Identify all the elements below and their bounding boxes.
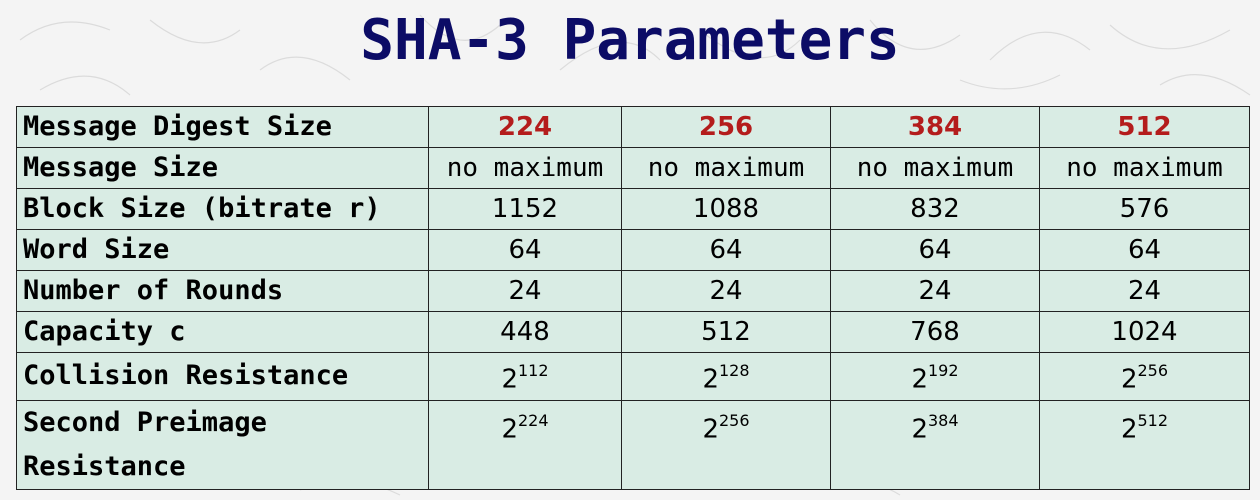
power-exponent: 256 [1137,361,1169,380]
row-label-message-digest-size: Message Digest Size [16,106,429,148]
power-exponent: 128 [719,361,750,380]
table-cell: 64 [621,229,831,271]
column-header-224: 224 [428,106,622,148]
table-row: Collision Resistance 2112 2128 2192 2256 [16,352,1250,401]
power-base: 2 [501,364,518,395]
power-base: 2 [702,414,719,445]
table-cell: 1024 [1039,311,1250,353]
table-cell: 2384 [830,399,1040,490]
power-base: 2 [702,364,719,395]
table-row: Second Preimage Resistance 2224 2256 238… [16,399,1250,490]
table-cell: no maximum [830,147,1040,189]
row-label-collision-resistance: Collision Resistance [16,352,429,401]
table-cell: 24 [830,270,1040,312]
power-exponent: 224 [518,410,549,430]
table-cell: no maximum [428,147,622,189]
table-row: Message Digest Size 224 256 384 512 [16,106,1250,148]
table-cell: no maximum [1039,147,1250,189]
power-base: 2 [911,414,928,445]
row-label-block-size: Block Size (bitrate r) [16,188,429,230]
table-cell: 2192 [830,352,1040,401]
column-header-256: 256 [621,106,831,148]
row-label-message-size: Message Size [16,147,429,189]
row-label-number-of-rounds: Number of Rounds [16,270,429,312]
table-cell: 24 [621,270,831,312]
power-exponent: 384 [928,410,959,430]
row-label-capacity: Capacity c [16,311,429,353]
table-cell: 832 [830,188,1040,230]
table-cell: 2256 [621,399,831,490]
table-row: Number of Rounds 24 24 24 24 [16,270,1250,312]
table-row: Capacity c 448 512 768 1024 [16,311,1250,353]
sha3-parameters-table: Message Digest Size 224 256 384 512 Mess… [16,106,1250,490]
row-label-second-preimage-resistance: Second Preimage Resistance [16,399,429,490]
column-header-512: 512 [1039,106,1250,148]
table-cell: 1088 [621,188,831,230]
table-row: Word Size 64 64 64 64 [16,229,1250,271]
table-cell: 2128 [621,352,831,401]
table-row: Block Size (bitrate r) 1152 1088 832 576 [16,188,1250,230]
table-cell: 64 [830,229,1040,271]
table-cell: 2224 [428,399,622,490]
power-base: 2 [1120,414,1138,445]
table-cell: 24 [428,270,622,312]
table-cell: 2256 [1039,352,1250,401]
table-cell: 64 [428,229,622,271]
power-exponent: 192 [928,361,959,380]
power-exponent: 112 [518,361,549,380]
page-title: SHA-3 Parameters [360,8,900,73]
table-row: Message Size no maximum no maximum no ma… [16,147,1250,189]
table-cell: 576 [1039,188,1250,230]
row-label-word-size: Word Size [16,229,429,271]
table-cell: 2512 [1039,399,1250,490]
column-header-384: 384 [830,106,1040,148]
power-exponent: 256 [719,410,750,430]
table-cell: 64 [1039,229,1250,271]
table-cell: 512 [621,311,831,353]
power-base: 2 [1120,364,1138,395]
table-cell: 448 [428,311,622,353]
power-exponent: 512 [1137,410,1169,430]
table-cell: no maximum [621,147,831,189]
table-cell: 2112 [428,352,622,401]
table-cell: 768 [830,311,1040,353]
power-base: 2 [501,414,518,445]
power-base: 2 [911,364,928,395]
table-cell: 1152 [428,188,622,230]
table-cell: 24 [1039,270,1250,312]
